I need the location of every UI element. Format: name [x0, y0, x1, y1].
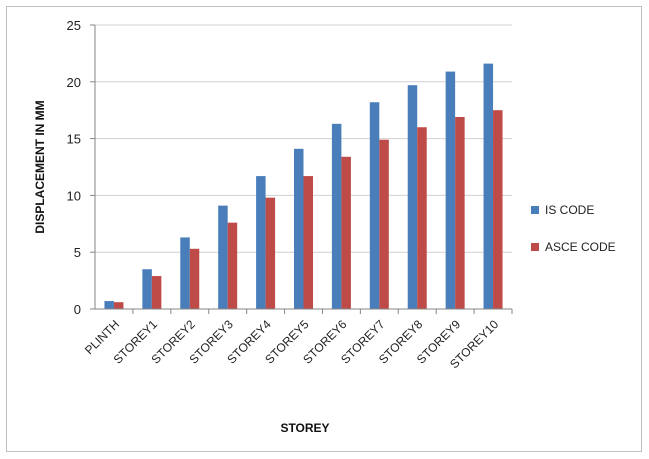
bar-is-code — [256, 176, 266, 309]
bar-asce-code — [227, 222, 238, 309]
gridlines — [90, 24, 512, 310]
bar-is-code — [331, 123, 342, 309]
y-axis-title: DISPLACEMENT IN MM — [33, 100, 47, 233]
legend-swatch — [531, 206, 539, 214]
y-tick-label: 15 — [67, 132, 81, 147]
bar-asce-code — [455, 117, 465, 310]
bar-is-code — [483, 63, 494, 310]
y-tick-labels: 0 5 10 15 20 25 — [67, 18, 81, 317]
bar-asce-code — [113, 302, 124, 309]
bar-asce-code — [303, 176, 313, 309]
y-tick-label: 0 — [74, 302, 81, 317]
x-tick-labels: PLINTHSTOREY1STOREY2STOREY3STOREY4STOREY… — [82, 317, 501, 371]
axes — [94, 25, 512, 310]
legend-label: IS CODE — [545, 203, 594, 217]
bar-asce-code — [341, 156, 351, 309]
bar-asce-code — [151, 276, 162, 309]
legend: IS CODE ASCE CODE — [531, 203, 616, 254]
bar-is-code — [142, 269, 152, 309]
x-axis-title: STOREY — [280, 421, 329, 435]
bar-is-code — [104, 301, 114, 309]
legend-label: ASCE CODE — [545, 240, 616, 254]
bar-asce-code — [493, 110, 503, 309]
bar-is-code — [180, 237, 190, 309]
bar-is-code — [369, 102, 380, 309]
y-tick-label: 10 — [67, 188, 81, 203]
bar-is-code — [218, 205, 228, 309]
chart-frame — [6, 6, 642, 452]
bar-is-code — [294, 148, 304, 309]
y-tick-label: 25 — [67, 18, 81, 33]
y-tick-label: 20 — [67, 75, 81, 90]
bar-is-code — [407, 85, 418, 309]
y-tick-label: 5 — [74, 245, 81, 260]
bar-is-code — [445, 71, 456, 310]
bars — [104, 63, 513, 314]
bar-asce-code — [189, 248, 200, 309]
bar-asce-code — [265, 197, 276, 309]
bar-asce-code — [417, 127, 427, 310]
bar-asce-code — [379, 139, 389, 309]
legend-swatch — [531, 243, 539, 251]
